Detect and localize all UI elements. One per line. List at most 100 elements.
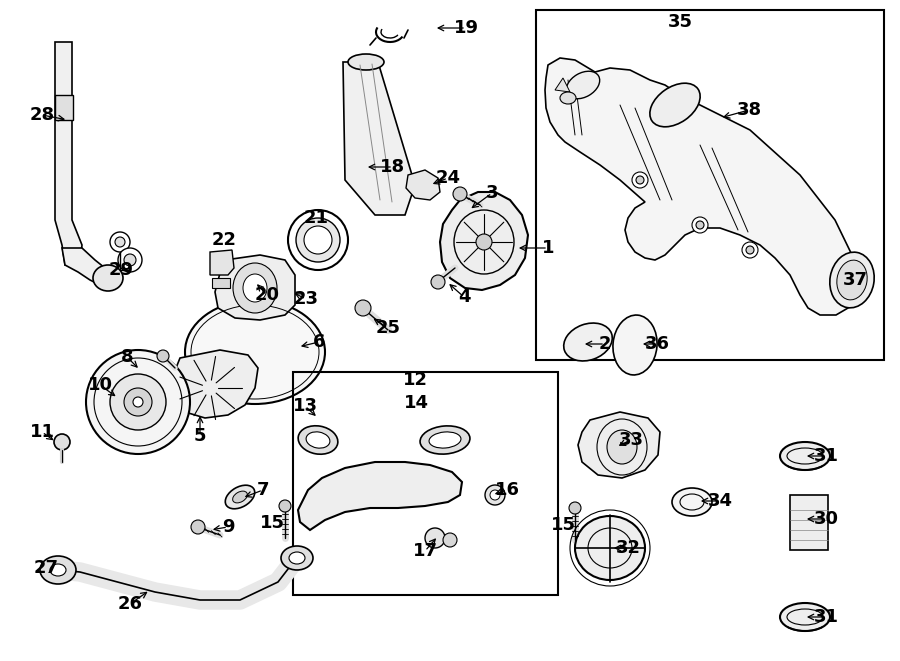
Ellipse shape xyxy=(233,263,277,313)
Ellipse shape xyxy=(420,426,470,454)
Text: 14: 14 xyxy=(403,394,428,412)
Ellipse shape xyxy=(636,176,644,184)
Text: 15: 15 xyxy=(551,516,575,534)
Ellipse shape xyxy=(133,397,143,407)
Text: 13: 13 xyxy=(292,397,318,415)
Ellipse shape xyxy=(575,516,645,580)
Ellipse shape xyxy=(566,71,599,98)
Ellipse shape xyxy=(185,300,325,404)
Text: 30: 30 xyxy=(814,510,839,528)
Ellipse shape xyxy=(692,217,708,233)
Text: 6: 6 xyxy=(313,333,325,351)
Ellipse shape xyxy=(742,242,758,258)
Ellipse shape xyxy=(837,260,868,300)
Ellipse shape xyxy=(157,350,169,362)
Text: 21: 21 xyxy=(303,209,328,227)
Ellipse shape xyxy=(453,187,467,201)
Ellipse shape xyxy=(607,430,637,464)
Ellipse shape xyxy=(746,246,754,254)
Bar xyxy=(536,10,884,360)
Ellipse shape xyxy=(279,500,291,512)
Ellipse shape xyxy=(110,232,130,252)
Text: 9: 9 xyxy=(221,518,234,536)
Text: 3: 3 xyxy=(486,184,499,202)
Polygon shape xyxy=(343,62,415,215)
Ellipse shape xyxy=(830,252,874,308)
Ellipse shape xyxy=(124,388,152,416)
Polygon shape xyxy=(555,78,570,92)
Text: 1: 1 xyxy=(542,239,554,257)
Ellipse shape xyxy=(780,442,830,470)
Ellipse shape xyxy=(54,434,70,450)
Text: 19: 19 xyxy=(454,19,479,37)
Ellipse shape xyxy=(288,210,348,270)
Polygon shape xyxy=(578,412,660,478)
Ellipse shape xyxy=(485,485,505,505)
Text: 12: 12 xyxy=(402,371,428,389)
Ellipse shape xyxy=(476,234,492,250)
Ellipse shape xyxy=(632,172,648,188)
Ellipse shape xyxy=(672,488,712,516)
Ellipse shape xyxy=(50,564,66,576)
Ellipse shape xyxy=(696,221,704,229)
Ellipse shape xyxy=(93,265,123,291)
Polygon shape xyxy=(406,170,440,200)
Text: 25: 25 xyxy=(375,319,401,337)
Bar xyxy=(790,495,828,550)
Ellipse shape xyxy=(118,248,142,272)
Polygon shape xyxy=(62,248,108,285)
Text: 32: 32 xyxy=(616,539,641,557)
Ellipse shape xyxy=(298,426,338,454)
Text: 22: 22 xyxy=(212,231,237,249)
Ellipse shape xyxy=(124,254,136,266)
Text: 27: 27 xyxy=(33,559,58,577)
Text: 26: 26 xyxy=(118,595,142,613)
Text: 37: 37 xyxy=(842,271,868,289)
Text: 31: 31 xyxy=(814,608,839,626)
Text: 33: 33 xyxy=(618,431,644,449)
Ellipse shape xyxy=(289,552,305,564)
Ellipse shape xyxy=(281,546,313,570)
Ellipse shape xyxy=(569,502,581,514)
Bar xyxy=(212,278,230,288)
Text: 36: 36 xyxy=(644,335,670,353)
Ellipse shape xyxy=(425,528,445,548)
Ellipse shape xyxy=(431,275,445,289)
Polygon shape xyxy=(172,350,258,418)
Ellipse shape xyxy=(225,485,255,509)
Bar xyxy=(293,372,558,595)
Ellipse shape xyxy=(243,274,267,302)
Polygon shape xyxy=(215,255,295,320)
Text: 4: 4 xyxy=(458,288,470,306)
Ellipse shape xyxy=(780,603,830,631)
Text: 38: 38 xyxy=(736,101,761,119)
Bar xyxy=(55,95,73,120)
Ellipse shape xyxy=(355,300,371,316)
Text: 16: 16 xyxy=(494,481,519,499)
Ellipse shape xyxy=(110,374,166,430)
Text: 28: 28 xyxy=(30,106,55,124)
Ellipse shape xyxy=(650,83,700,127)
Text: 5: 5 xyxy=(194,427,206,445)
Text: 24: 24 xyxy=(436,169,461,187)
Polygon shape xyxy=(298,462,462,530)
Ellipse shape xyxy=(232,491,248,503)
Text: 7: 7 xyxy=(256,481,269,499)
Ellipse shape xyxy=(304,226,332,254)
Text: 8: 8 xyxy=(121,348,133,366)
Ellipse shape xyxy=(306,432,330,448)
Ellipse shape xyxy=(348,54,384,70)
Text: 10: 10 xyxy=(87,376,112,394)
Text: 20: 20 xyxy=(255,286,280,304)
Text: 18: 18 xyxy=(381,158,406,176)
Text: 35: 35 xyxy=(668,13,692,31)
Text: 34: 34 xyxy=(707,492,733,510)
Ellipse shape xyxy=(40,556,76,584)
Text: 29: 29 xyxy=(109,261,133,279)
Polygon shape xyxy=(55,42,82,265)
Polygon shape xyxy=(210,250,234,275)
Ellipse shape xyxy=(613,315,657,375)
Ellipse shape xyxy=(490,490,500,500)
Text: 31: 31 xyxy=(814,447,839,465)
Ellipse shape xyxy=(563,323,612,361)
